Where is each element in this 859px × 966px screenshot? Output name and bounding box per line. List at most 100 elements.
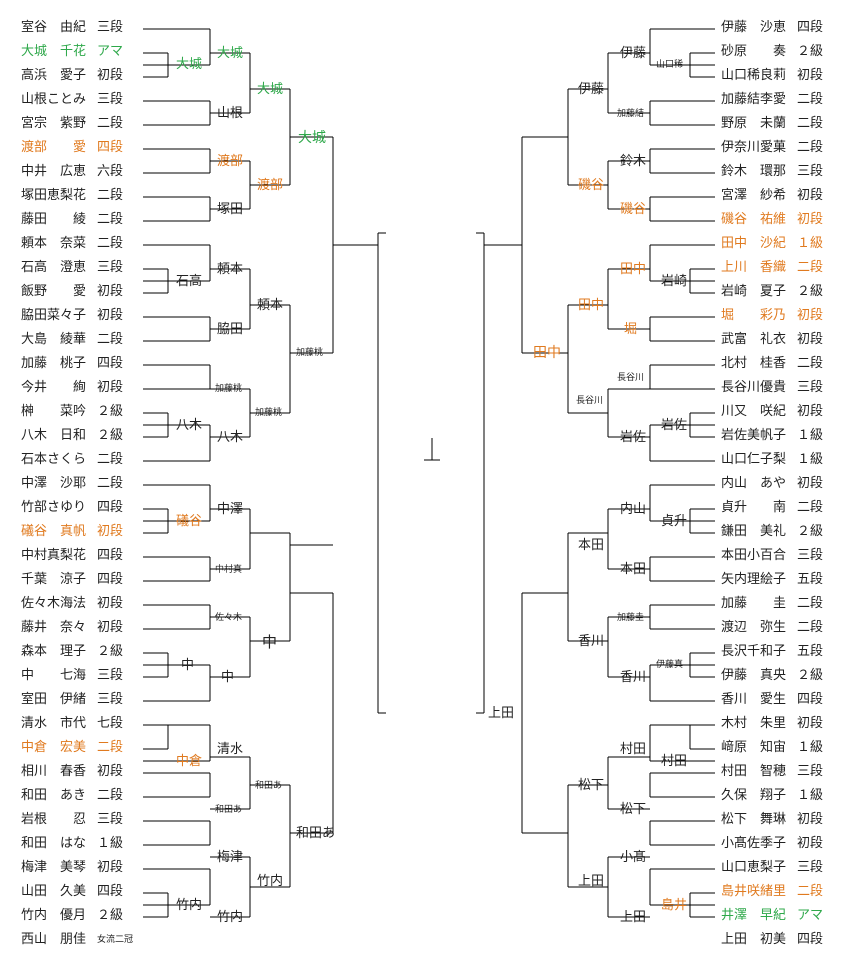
right-player-name: 岩佐美帆子 [721, 428, 787, 443]
left-player-rank: 二段 [97, 212, 124, 227]
winner-label: 加藤圭 [617, 613, 645, 623]
left-player-rank: 三段 [97, 812, 124, 827]
left-player-rank: 初段 [97, 68, 124, 83]
left-player-name: 中井 広恵 [21, 164, 87, 179]
winner-label: 上田 [578, 874, 605, 889]
winner-label: 礒谷 [176, 514, 203, 529]
right-player-name: 鈴木 環那 [721, 164, 787, 179]
left-player-rank: 初段 [97, 596, 124, 611]
winner-label: 田中 [620, 262, 647, 277]
left-player-name: 和田 はな [21, 836, 87, 851]
winner-label: 中 [262, 633, 278, 651]
left-player-name: 高浜 愛子 [21, 68, 87, 83]
left-player-name: 室田 伊緒 [21, 692, 87, 707]
left-player-name: 竹内 優月 [21, 908, 87, 923]
right-player-rank: ２級 [797, 44, 824, 59]
winner-label: 脇田 [217, 322, 244, 337]
right-player-rank: 初段 [797, 716, 824, 731]
left-player-rank: 初段 [97, 524, 124, 539]
right-player-name: 村田 智穂 [721, 764, 787, 779]
left-player-rank: １級 [97, 836, 124, 851]
right-player-rank: 四段 [797, 692, 824, 707]
right-player-rank: 二段 [797, 116, 824, 131]
left-player-name: 頼本 奈菜 [21, 236, 87, 251]
left-player-rank: 四段 [97, 572, 124, 587]
winner-label: 伊藤真 [656, 660, 684, 670]
right-player-name: 香川 愛生 [721, 692, 787, 707]
winner-label: 大城 [257, 82, 284, 97]
winner-label: 磯谷 [620, 202, 647, 217]
left-player-rank: 三段 [97, 668, 124, 683]
winner-label: 渡部 [257, 178, 284, 193]
right-player-rank: 初段 [797, 332, 824, 347]
right-player-rank: 三段 [797, 764, 824, 779]
left-player-name: 今井 絢 [21, 380, 87, 395]
right-player-rank: 初段 [797, 812, 824, 827]
winner-label: 鈴木 [620, 154, 647, 169]
winner-label: 竹内 [257, 874, 284, 889]
right-player-name: 砂原 奏 [721, 44, 787, 59]
winner-label: 磯谷 [578, 178, 605, 193]
right-player-rank: 二段 [797, 500, 824, 515]
right-player-name: 久保 翔子 [721, 788, 787, 803]
left-player-name: 山根ことみ [21, 92, 87, 107]
winner-label: 山根 [217, 106, 244, 121]
right-player-rank: 初段 [797, 836, 824, 851]
winner-label: 貞升 [661, 514, 688, 529]
left-player-name: 岩根 忍 [21, 812, 87, 827]
left-player-name: 中村真梨花 [21, 548, 87, 563]
left-player-rank: 三段 [97, 260, 124, 275]
right-player-name: 本田小百合 [721, 548, 787, 563]
winner-label: 本田 [578, 538, 605, 553]
winner-label: 上田 [488, 706, 515, 721]
left-player-name: 大城 千花 [21, 44, 87, 59]
left-player-name: 森本 理子 [21, 644, 87, 659]
left-player-name: 脇田菜々子 [21, 308, 87, 323]
left-player-name: 渡部 愛 [21, 140, 87, 155]
winner-label: 中 [221, 670, 235, 685]
left-player-name: 梅津 美琴 [21, 860, 87, 875]
left-player-rank: ２級 [97, 908, 124, 923]
right-player-rank: 二段 [797, 356, 824, 371]
left-player-name: 西山 朋佳 [21, 932, 87, 947]
winner-label: 香川 [578, 634, 605, 649]
left-player-name: 加藤 桃子 [21, 356, 87, 371]
right-player-name: 上田 初美 [721, 932, 787, 947]
winner-label: 石高 [176, 274, 203, 289]
right-player-name: 野原 未蘭 [721, 116, 787, 131]
left-player-rank: 四段 [97, 356, 124, 371]
right-player-name: 矢内理絵子 [721, 572, 787, 587]
winner-label: 内山 [620, 502, 647, 517]
right-player-name: 山口仁子梨 [721, 452, 787, 467]
winner-label: 八木 [176, 418, 203, 433]
right-player-rank: 初段 [797, 308, 824, 323]
winner-label: 田中 [578, 298, 605, 313]
right-player-rank: １級 [797, 452, 824, 467]
left-player-name: 中倉 宏美 [21, 740, 87, 755]
left-player-rank: 四段 [97, 140, 124, 155]
right-player-rank: 三段 [797, 548, 824, 563]
left-player-name: 礒谷 真帆 [21, 524, 87, 539]
right-player-name: 磯谷 祐維 [721, 212, 787, 227]
winner-label: 田中 [533, 345, 561, 361]
winner-label: 八木 [217, 430, 244, 445]
right-player-name: 松下 舞琳 [721, 812, 787, 827]
right-player-rank: 三段 [797, 164, 824, 179]
left-player-rank: 初段 [97, 620, 124, 635]
winner-label: 竹内 [217, 910, 244, 925]
winner-label: 清水 [217, 742, 244, 757]
winner-label: 加藤桃 [255, 408, 283, 418]
right-player-name: 﨑原 知宙 [721, 740, 787, 755]
left-player-rank: 二段 [97, 788, 124, 803]
left-player-rank: 四段 [97, 500, 124, 515]
right-player-rank: 初段 [797, 68, 824, 83]
winner-label: 渡部 [217, 154, 244, 169]
left-player-name: 和田 あき [21, 788, 87, 803]
right-player-name: 長谷川優貴 [721, 380, 787, 395]
right-player-rank: ２級 [797, 284, 824, 299]
right-player-name: 伊奈川愛菓 [721, 140, 787, 155]
winner-label: 和田あ [215, 805, 243, 815]
left-player-rank: 初段 [97, 380, 124, 395]
left-player-rank: 三段 [97, 20, 124, 35]
